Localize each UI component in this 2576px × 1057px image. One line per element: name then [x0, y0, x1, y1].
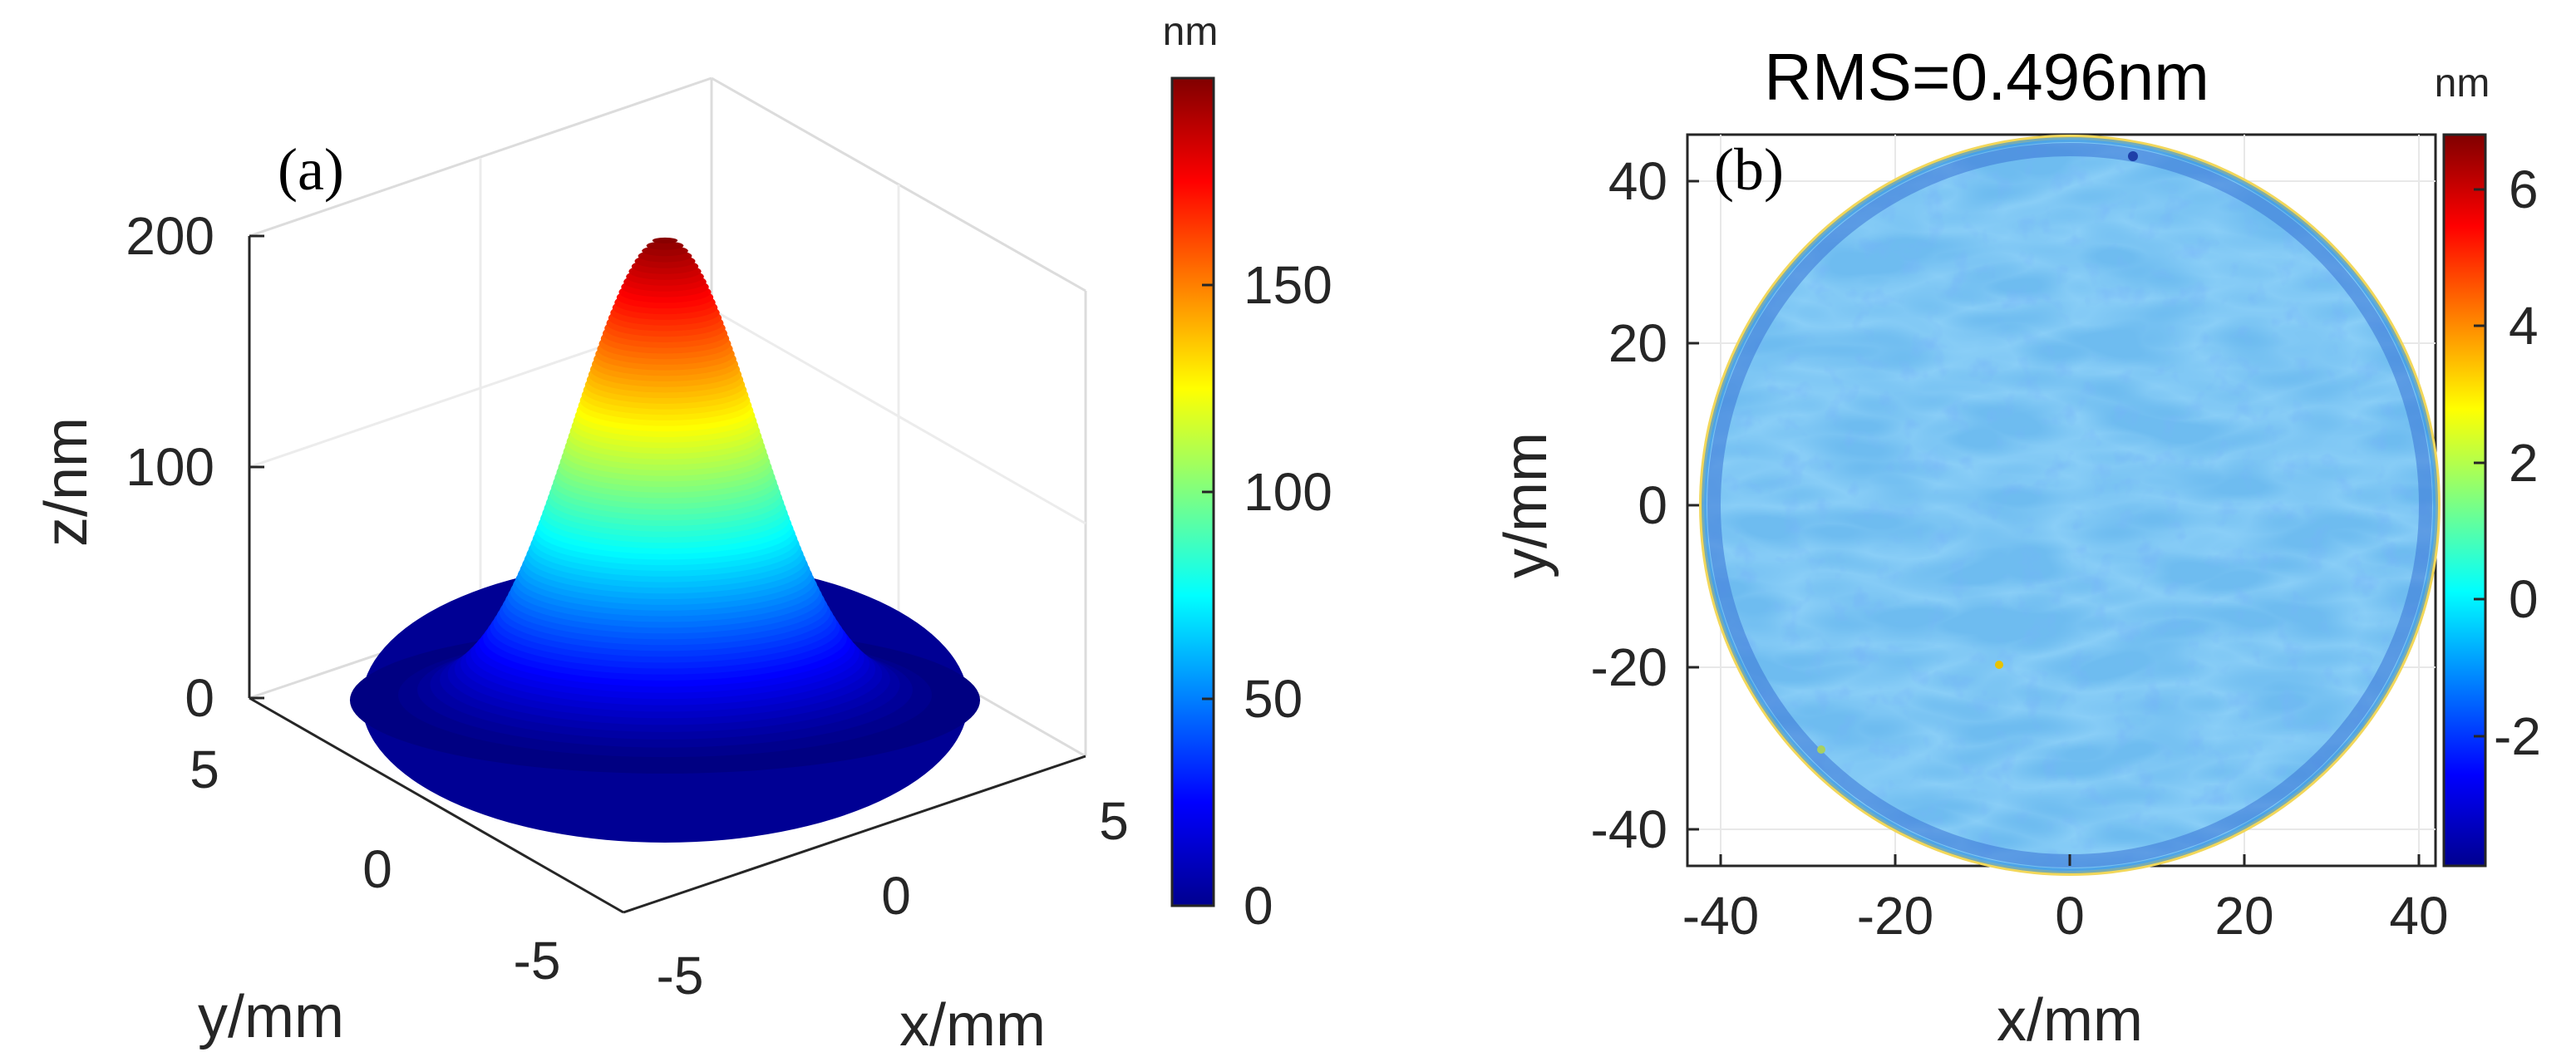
panel-label-b: (b)	[1714, 136, 1784, 203]
colorbar-b-tick: 4	[2509, 296, 2539, 356]
y-tick-label: 5	[190, 740, 219, 799]
panel-b-heatmap: -40 -20 0 20 40 40 20 0 -20 -40 y/mm x/m…	[1493, 40, 2541, 1054]
colorbar-a-tick: 50	[1244, 669, 1303, 729]
heatmap-ticks	[1687, 179, 2421, 866]
gaussian-surface	[349, 237, 981, 843]
heatmap-title: RMS=0.496nm	[1764, 40, 2209, 114]
x-axis-label: x/mm	[1997, 987, 2143, 1054]
z-tick-label: 0	[185, 668, 214, 728]
y-tick-label: 0	[1638, 475, 1667, 535]
y-tick-label: 0	[362, 839, 392, 899]
x-tick-label: -40	[1682, 886, 1760, 946]
x-tick-label: -5	[657, 946, 704, 1005]
y-axis-label: y/mm	[1493, 432, 1559, 578]
surface-ring	[652, 237, 678, 243]
residual-aperture	[1699, 135, 2441, 876]
z-tick-label: 100	[126, 437, 214, 497]
colorbar-b-unit: nm	[2435, 61, 2490, 106]
panel-label-a: (a)	[278, 136, 344, 203]
z-ticks	[249, 234, 264, 700]
y-tick-label: -5	[514, 931, 561, 991]
y-tick-label: 40	[1608, 151, 1667, 211]
colorbar-a-tick: 100	[1244, 462, 1332, 522]
y-axis-label: y/mm	[198, 984, 344, 1050]
x-tick-label: 5	[1099, 791, 1129, 851]
x-tick-label: 0	[2055, 886, 2085, 946]
x-tick-label: -20	[1857, 886, 1934, 946]
colorbar-a-unit: nm	[1163, 10, 1219, 54]
surface-ring	[646, 241, 684, 250]
colorbar-a-tick: 150	[1244, 255, 1332, 315]
colorbar-b-tick: 2	[2509, 433, 2539, 493]
colorbar-b-tick: 0	[2509, 569, 2539, 629]
z-tick-label: 200	[126, 206, 214, 266]
colorbar-b-tick: -2	[2494, 706, 2541, 766]
z-axis-label: z/nm	[33, 417, 100, 547]
colorbar-b-tick: 6	[2509, 160, 2539, 219]
x-tick-label: 0	[881, 866, 911, 926]
x-tick-label: 20	[2214, 886, 2273, 946]
colorbar-b: nm 6 4 2 0 -2	[2435, 61, 2541, 868]
y-tick-label: -40	[1591, 799, 1668, 859]
colorbar-a: nm 0 50 100 150	[1163, 10, 1332, 936]
x-axis-label: x/mm	[899, 992, 1046, 1057]
y-tick-label: 20	[1608, 313, 1667, 373]
x-tick-label: 40	[2389, 886, 2448, 946]
panel-a-surface-plot: 200 100 0 5 0 -5 -5 0 5 z/nm y/mm x/mm (…	[33, 10, 1332, 1057]
colorbar-a-tick: 0	[1244, 876, 1273, 936]
y-tick-label: -20	[1591, 637, 1668, 697]
